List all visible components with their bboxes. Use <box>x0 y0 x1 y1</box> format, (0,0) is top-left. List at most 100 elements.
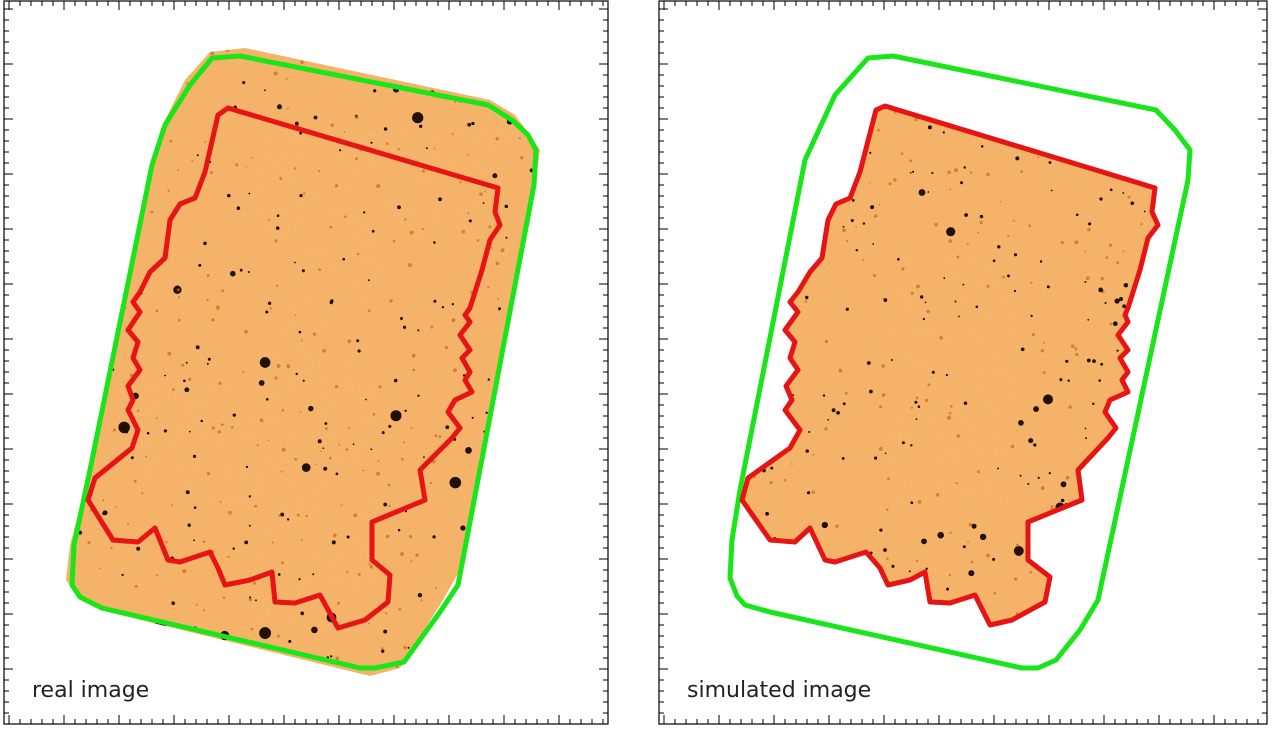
star <box>488 225 492 229</box>
star <box>451 132 454 136</box>
star <box>505 343 511 349</box>
star <box>121 573 124 577</box>
star <box>1015 543 1020 547</box>
star <box>766 120 769 124</box>
star <box>756 213 760 217</box>
star <box>1033 406 1040 413</box>
star <box>910 501 914 505</box>
star <box>1007 122 1011 127</box>
star <box>927 383 931 387</box>
star <box>930 107 934 110</box>
star <box>110 547 113 550</box>
star <box>492 173 498 179</box>
star <box>1054 130 1059 134</box>
star <box>909 159 913 163</box>
star <box>805 449 809 453</box>
star <box>922 317 926 321</box>
star <box>890 359 893 361</box>
star <box>1039 106 1043 107</box>
star <box>410 560 413 563</box>
star <box>407 263 412 268</box>
star <box>1048 161 1052 164</box>
star <box>529 131 533 134</box>
star <box>1068 529 1071 533</box>
star <box>993 591 997 595</box>
panel-simulated-image: simulated image <box>658 0 1268 725</box>
star <box>969 171 973 174</box>
star <box>927 125 932 130</box>
star <box>1100 362 1104 366</box>
star <box>232 547 235 550</box>
star <box>1119 591 1124 595</box>
star <box>242 81 246 85</box>
star <box>235 163 239 167</box>
star <box>1028 438 1034 444</box>
star <box>518 137 521 140</box>
star <box>102 499 105 502</box>
star <box>997 245 1001 249</box>
star <box>1078 546 1081 550</box>
star <box>62 338 64 340</box>
star <box>248 524 251 527</box>
star <box>66 464 68 468</box>
star <box>274 239 278 243</box>
star <box>891 564 895 568</box>
star <box>942 622 947 625</box>
star <box>183 379 186 383</box>
star <box>466 154 469 156</box>
star <box>943 277 946 280</box>
star <box>805 295 809 300</box>
star <box>329 225 333 229</box>
star <box>211 426 215 430</box>
star <box>435 586 438 589</box>
star <box>106 335 111 339</box>
star <box>312 332 317 336</box>
star <box>912 628 916 632</box>
star <box>259 627 272 640</box>
star <box>417 394 420 397</box>
star <box>294 314 297 316</box>
star <box>869 181 871 184</box>
star <box>1130 321 1133 324</box>
star <box>878 612 882 616</box>
star <box>352 443 355 446</box>
star <box>362 469 365 472</box>
star <box>401 51 404 55</box>
star <box>169 139 173 143</box>
star <box>370 448 373 451</box>
star <box>966 243 969 246</box>
star <box>156 417 158 420</box>
star <box>465 644 468 647</box>
star <box>438 435 442 438</box>
star <box>219 501 222 503</box>
star <box>1116 261 1120 265</box>
star <box>331 540 336 545</box>
star <box>141 492 144 495</box>
star <box>376 471 380 476</box>
star <box>953 168 958 173</box>
star <box>1067 379 1070 382</box>
star <box>1108 243 1113 247</box>
star <box>1037 476 1040 480</box>
star <box>1092 402 1095 406</box>
star <box>410 426 413 429</box>
star <box>947 170 951 175</box>
star <box>332 533 337 538</box>
star <box>459 181 462 184</box>
star <box>1013 545 1024 556</box>
star <box>964 213 969 217</box>
star <box>516 630 520 634</box>
star <box>266 398 269 401</box>
star <box>400 457 404 461</box>
star <box>203 241 207 246</box>
star <box>441 306 445 309</box>
star <box>1140 222 1143 226</box>
star <box>1065 520 1068 524</box>
star <box>535 669 540 674</box>
star <box>1119 297 1123 301</box>
star <box>873 456 878 460</box>
star <box>412 368 416 372</box>
star <box>958 315 960 318</box>
star <box>67 161 70 164</box>
star <box>1141 127 1144 130</box>
